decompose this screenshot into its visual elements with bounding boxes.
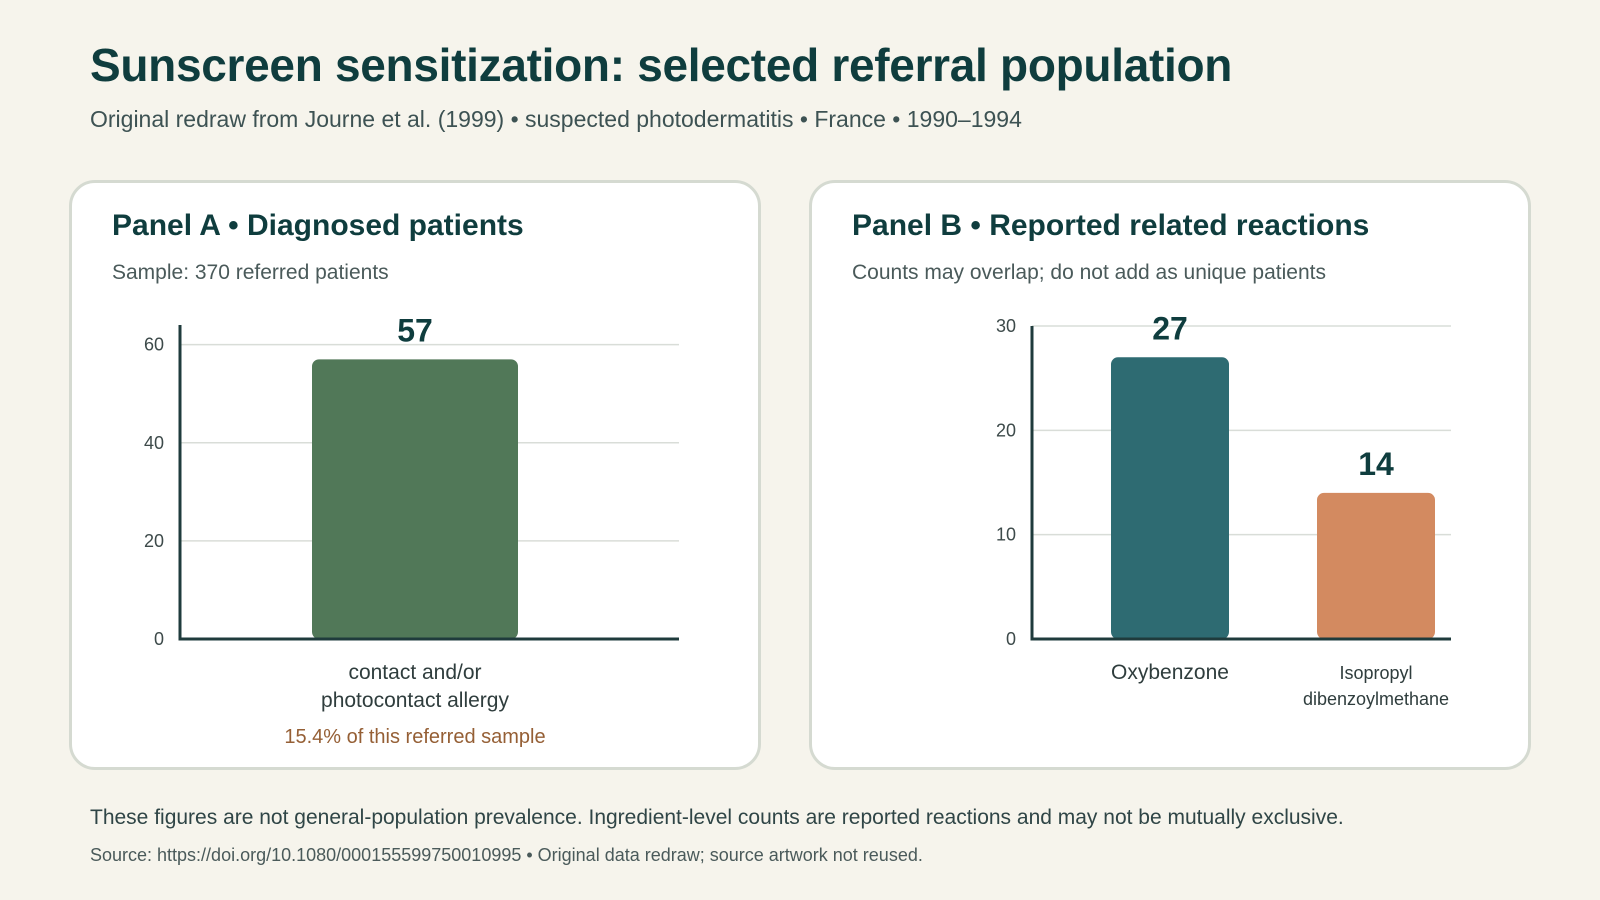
panel-a-category-label: contact and/or: [348, 661, 481, 684]
footer-note: These figures are not general-population…: [90, 806, 1344, 829]
panel-a-subtitle: Sample: 370 referred patients: [112, 261, 389, 284]
panel-b-title: Panel B • Reported related reactions: [852, 209, 1370, 242]
footer-source: Source: https://doi.org/10.1080/00015559…: [90, 845, 923, 865]
panel-a-y-tick-label: 60: [144, 335, 164, 355]
panel-b-y-tick-label: 10: [996, 525, 1016, 545]
panel-b-value-label: 14: [1358, 446, 1394, 482]
panel-b-subtitle: Counts may overlap; do not add as unique…: [852, 261, 1326, 284]
panel-a-y-tick-label: 40: [144, 433, 164, 453]
panel-a-title: Panel A • Diagnosed patients: [112, 209, 524, 242]
panel-b-bar: [1317, 492, 1435, 639]
panel-a-category-label: photocontact allergy: [321, 689, 509, 712]
panel-b-category-label: dibenzoylmethane: [1303, 689, 1449, 709]
panel-b-category-label: Oxybenzone: [1111, 661, 1229, 684]
panel-b-y-tick-label: 0: [1006, 629, 1016, 649]
panel-a-y-tick-label: 0: [154, 629, 164, 649]
panel-b-bar: [1111, 357, 1229, 639]
panel-a-chart: 0 20 40 60 57 contact and/or photocontact alle…: [144, 312, 679, 748]
panel-a-y-tick-label: 20: [144, 531, 164, 551]
panel-a-value-label: 57: [397, 312, 433, 348]
panel-a-bar: [312, 359, 518, 639]
panel-b-chart: 0 10 20 30 27 Oxybenzone 14 Isopropyl dibenzoylm…: [996, 310, 1451, 709]
panel-a: Panel A • Diagnosed patients Sample: 370…: [69, 180, 761, 770]
page-subtitle: Original redraw from Journe et al. (1999…: [90, 106, 1022, 132]
panel-b-y-tick-label: 20: [996, 420, 1016, 440]
panel-b-y-tick-label: 30: [996, 316, 1016, 336]
panel-a-note: 15.4% of this referred sample: [284, 726, 545, 748]
page-title: Sunscreen sensitization: selected referr…: [90, 39, 1233, 91]
panel-b: Panel B • Reported related reactions Cou…: [809, 180, 1531, 770]
panel-b-value-label: 27: [1152, 310, 1188, 346]
panel-b-category-label: Isopropyl: [1339, 663, 1412, 683]
